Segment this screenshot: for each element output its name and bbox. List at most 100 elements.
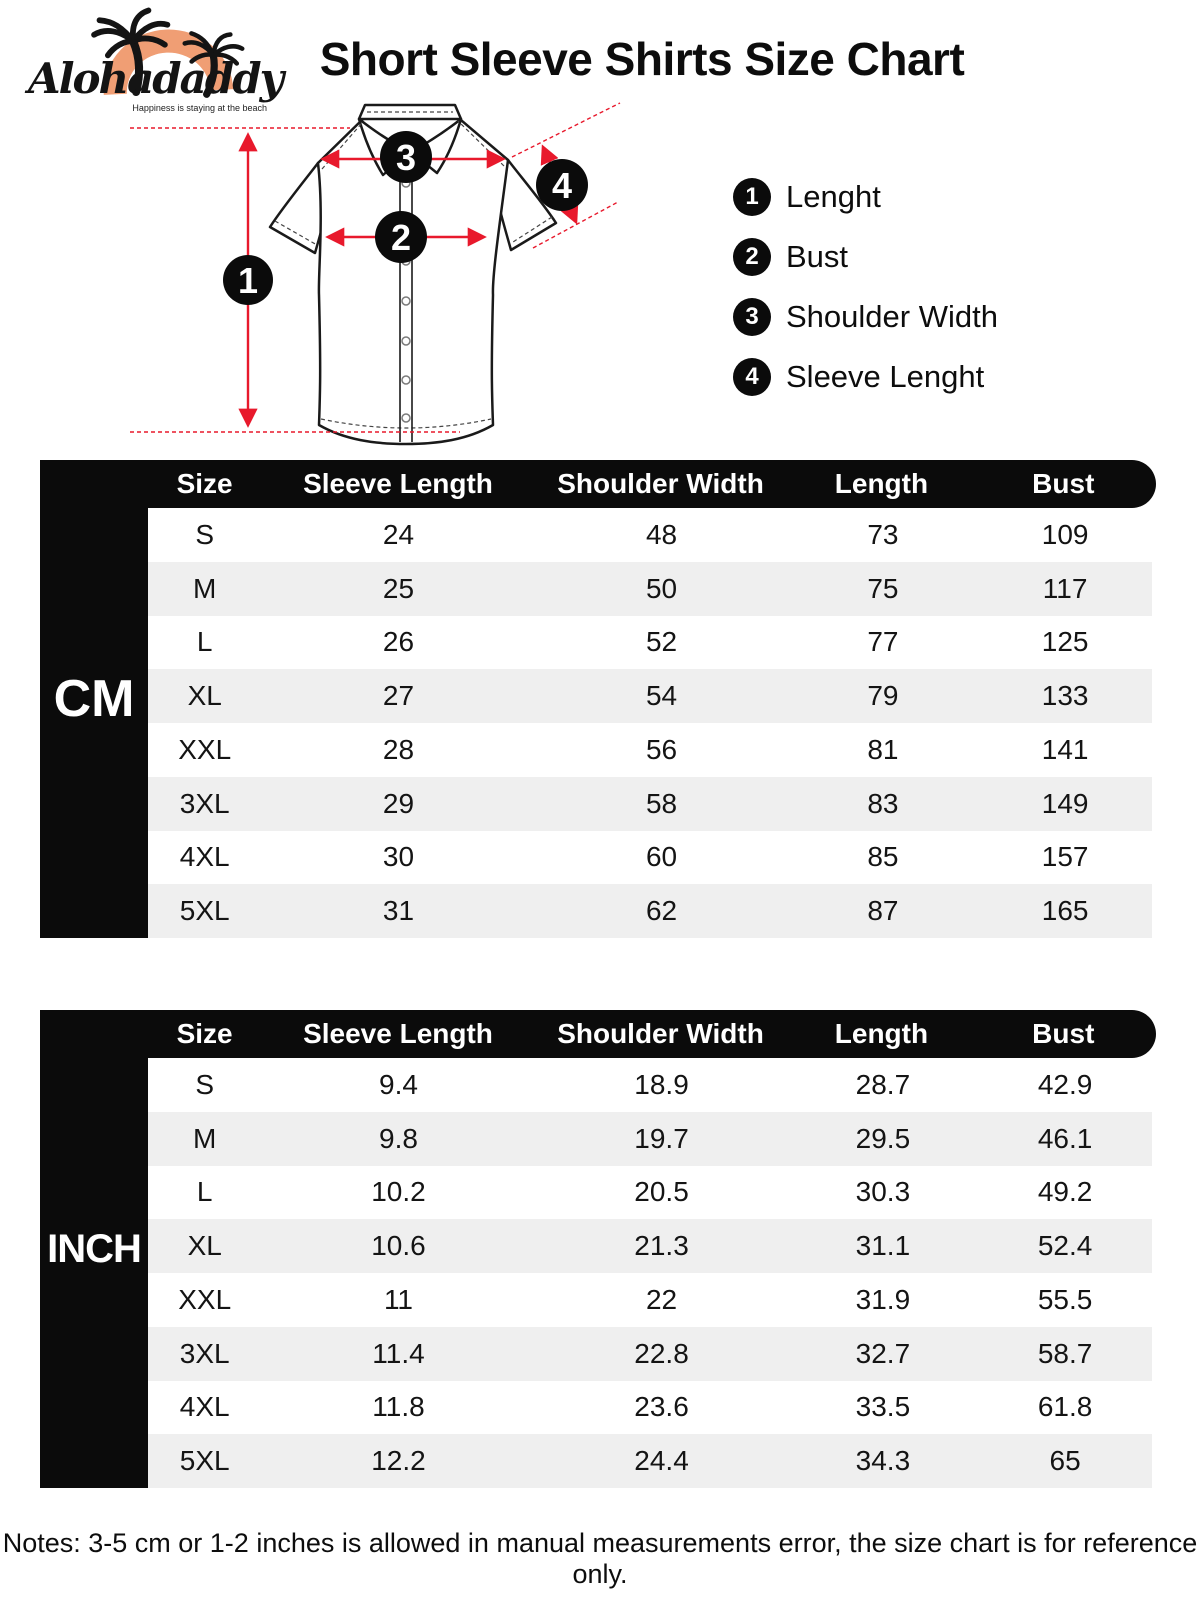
- table-cell: 27: [382, 680, 415, 712]
- table-cell: 28: [382, 733, 415, 765]
- table-row: XXL 11 22 31.9 55.5: [148, 1273, 1152, 1327]
- legend-item-sleeve-length: 4 Sleeve Lenght: [733, 358, 998, 396]
- table-cell: 58: [645, 787, 678, 819]
- table-cell: 4XL: [179, 1391, 230, 1423]
- table-row: S 24 48 73 109: [148, 508, 1152, 562]
- size-table-cm: CM Size Sleeve Length Shoulder Width Len…: [40, 460, 1160, 938]
- unit-label-inch: INCH: [40, 1010, 148, 1488]
- size-table-inch: INCH Size Sleeve Length Shoulder Width L…: [40, 1010, 1160, 1488]
- table-header-row: Size Sleeve Length Shoulder Width Length…: [148, 1010, 1150, 1058]
- table-row: XL 27 54 79 133: [148, 669, 1152, 723]
- page-title: Short Sleeve Shirts Size Chart: [319, 33, 965, 85]
- table-cell: 12.2: [371, 1445, 426, 1477]
- table-body: S 24 48 73 109 M 25 50 75 117 L 26 52 77 125 XL 27 54 79 13…: [148, 508, 1152, 938]
- table-row: XL 10.6 21.3 31.1 52.4: [148, 1219, 1152, 1273]
- palm-tree-icon: [182, 31, 245, 98]
- table-cell: 133: [1041, 680, 1089, 712]
- table-cell: 31: [382, 895, 415, 927]
- table-cell: 19.7: [634, 1122, 689, 1154]
- table-row: S 9.4 18.9 28.7 42.9: [148, 1058, 1152, 1112]
- table-cell: 11.4: [372, 1337, 425, 1369]
- table-cell: 125: [1041, 626, 1089, 658]
- table-cell: 20.5: [634, 1176, 689, 1208]
- table-cell: 75: [867, 572, 899, 604]
- table-body: S 9.4 18.9 28.7 42.9 M 9.8 19.7 29.5 46.1 L 10.2 20.…: [148, 1058, 1152, 1488]
- palm-trees-sun-icon: [91, 7, 245, 98]
- table-cell: 23.6: [634, 1391, 689, 1423]
- svg-text:1: 1: [238, 260, 258, 301]
- table-cell: S: [195, 518, 215, 550]
- table-cell: XXL: [178, 733, 232, 765]
- table-cell: M: [193, 572, 217, 604]
- table-cell: 49.2: [1037, 1176, 1093, 1208]
- table-cell: 117: [1042, 572, 1088, 604]
- legend-label: Bust: [786, 239, 849, 274]
- table-cell: L: [196, 1176, 213, 1208]
- table-header-row: Size Sleeve Length Shoulder Width Length…: [148, 460, 1150, 508]
- legend-item-bust: 2 Bust: [733, 238, 998, 276]
- table-cell: 28.7: [855, 1068, 911, 1100]
- table-cell: 56: [645, 733, 678, 765]
- table-cell: 79: [867, 680, 899, 712]
- table-cell: 81: [867, 733, 899, 765]
- table-header-bar: [40, 1010, 1156, 1058]
- table-cell: 18.9: [634, 1068, 689, 1100]
- table-cell: 62: [645, 895, 678, 927]
- table-cell: 24.4: [634, 1445, 689, 1477]
- table-cell: 31.1: [855, 1230, 911, 1262]
- table-row: M 9.8 19.7 29.5 46.1: [148, 1111, 1152, 1166]
- table-cell: 22.8: [634, 1337, 689, 1369]
- table-cell: S: [195, 1068, 215, 1100]
- table-row: L 10.2 20.5 30.3 49.2: [148, 1166, 1152, 1220]
- column-header-size: Size: [176, 468, 233, 499]
- table-cell: XXL: [178, 1283, 232, 1315]
- table-cell: 157: [1041, 841, 1089, 873]
- column-header-shoulder-width: Shoulder Width: [557, 1018, 764, 1049]
- table-cell: 83: [867, 787, 899, 819]
- dimension-lines: [130, 102, 621, 433]
- legend-label: Sleeve Lenght: [786, 359, 985, 394]
- legend-label: Shoulder Width: [786, 299, 998, 334]
- table-cell: 61.8: [1037, 1391, 1093, 1423]
- brand-tagline: Happiness is staying at the beach: [132, 103, 267, 113]
- column-header-length: Length: [834, 1018, 929, 1049]
- measurement-legend: 1 Lenght 2 Bust 3 Shoulder Width 4 Sleev…: [733, 178, 998, 418]
- table-cell: 31.9: [855, 1283, 911, 1315]
- table-cell: 5XL: [179, 895, 230, 927]
- brand-name: Alohadaddy: [28, 54, 284, 103]
- palm-tree-icon: [91, 7, 171, 97]
- measure-marker-1: 1: [223, 255, 273, 305]
- table-cell: 3XL: [179, 1337, 230, 1369]
- table-cell: 32.7: [855, 1337, 911, 1369]
- table-cell: 21.3: [634, 1230, 689, 1262]
- shirt-outline: [268, 103, 558, 446]
- table-cell: 60: [645, 841, 678, 873]
- table-cell: 109: [1041, 518, 1089, 550]
- legend-item-shoulder-width: 3 Shoulder Width: [733, 298, 998, 336]
- shirt-measurement-diagram: 1 2 3 4: [130, 102, 621, 446]
- column-header-size: Size: [176, 1018, 233, 1049]
- table-cell: 141: [1041, 733, 1089, 765]
- table-cell: XL: [187, 680, 222, 712]
- table-cell: 33.5: [855, 1391, 911, 1423]
- table-cell: 22: [645, 1283, 678, 1315]
- notes-text: Notes: 3-5 cm or 1-2 inches is allowed i…: [2, 1528, 1198, 1589]
- circled-number-icon: 1: [733, 178, 771, 216]
- table-row: 3XL 11.4 22.8 32.7 58.7: [148, 1326, 1152, 1381]
- measure-marker-4: 4: [536, 159, 588, 211]
- table-cell: 42.9: [1037, 1068, 1093, 1100]
- table-cell: 26: [382, 626, 415, 658]
- table-row: 4XL 11.8 23.6 33.5 61.8: [148, 1381, 1152, 1435]
- table-cell: 30.3: [855, 1176, 911, 1208]
- table-cell: 5XL: [179, 1445, 230, 1477]
- table-cell: 30: [382, 841, 415, 873]
- table-cell: 85: [867, 841, 899, 873]
- table-cell: 24: [382, 518, 415, 550]
- table-cell: 9.8: [379, 1122, 418, 1154]
- measure-marker-3: 3: [380, 131, 432, 183]
- table-cell: 87: [867, 895, 899, 927]
- measure-marker-2: 2: [375, 211, 427, 263]
- table-cell: 55.5: [1037, 1283, 1093, 1315]
- table-cell: 34.3: [855, 1445, 911, 1477]
- circled-number-icon: 2: [733, 238, 771, 276]
